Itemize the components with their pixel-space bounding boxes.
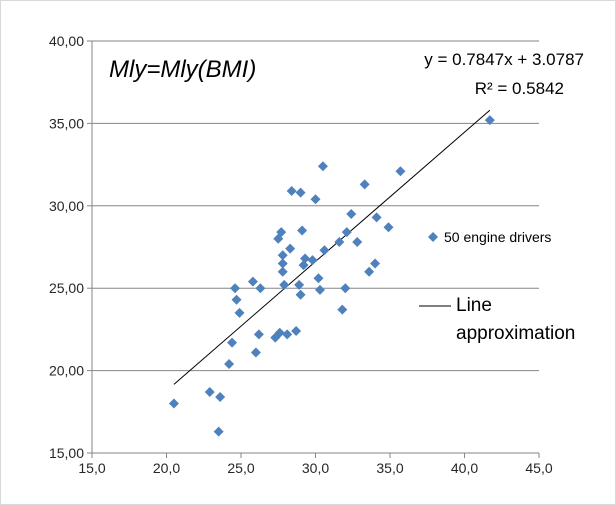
data-point: [285, 243, 296, 254]
grid-lines: [92, 40, 539, 372]
x-tick-label: 35,0: [376, 460, 403, 476]
data-point: [276, 227, 287, 238]
trendline: [173, 109, 491, 385]
data-point: [253, 329, 264, 340]
data-point: [395, 166, 406, 177]
data-point: [307, 255, 318, 266]
data-point: [279, 279, 290, 290]
data-point: [227, 337, 238, 348]
data-point: [371, 212, 382, 223]
y-tick-label: 30,00: [49, 198, 84, 214]
r-squared-label: R² = 0.5842: [475, 79, 564, 98]
data-point: [359, 179, 370, 190]
data-point: [282, 329, 293, 340]
data-point: [274, 327, 285, 338]
x-tick-label: 25,0: [227, 460, 254, 476]
legend-marker-diamond-icon: [428, 232, 438, 242]
data-point: [213, 426, 224, 437]
y-tick-label: 15,00: [49, 445, 84, 461]
x-tick-label: 45,0: [525, 460, 552, 476]
data-point: [370, 258, 381, 269]
y-tick-label: 20,00: [49, 363, 84, 379]
data-point: [346, 209, 357, 220]
data-point: [231, 294, 242, 305]
data-point: [277, 266, 288, 277]
y-tick-label: 40,00: [49, 33, 84, 49]
data-point: [310, 194, 321, 205]
y-tick-label: 25,00: [49, 280, 84, 296]
data-point: [300, 253, 311, 264]
data-point: [277, 258, 288, 269]
data-point: [484, 115, 495, 126]
legend-label-line-1: Line: [456, 295, 492, 316]
data-point: [250, 347, 261, 358]
data-point: [291, 326, 302, 337]
data-point: [204, 387, 215, 398]
x-tick-label: 40,0: [451, 460, 478, 476]
trendline-line: [173, 109, 491, 385]
data-point: [230, 283, 241, 294]
data-point: [341, 227, 352, 238]
data-point: [247, 276, 258, 287]
legend-label-line-2: approximation: [456, 323, 575, 344]
data-point: [168, 398, 179, 409]
trendline-equation: y = 0.7847x + 3.0787: [424, 50, 584, 69]
x-tick-label: 20,0: [153, 460, 180, 476]
data-point: [277, 250, 288, 261]
y-tick-label: 35,00: [49, 115, 84, 131]
axes: [87, 40, 540, 458]
data-point: [286, 185, 297, 196]
data-point: [383, 222, 394, 233]
tick-labels: 15,00 20,00 25,00 30,00 35,00 40,00 15,0 20,0 25…: [49, 33, 553, 476]
data-point: [298, 260, 309, 271]
data-points: [168, 115, 495, 437]
chart-title: Mly=Mly(BMI): [109, 56, 256, 83]
data-point: [294, 279, 305, 290]
data-point: [364, 266, 375, 277]
legend-label-series: 50 engine drivers: [444, 229, 551, 245]
data-point: [334, 237, 345, 248]
data-point: [313, 273, 324, 284]
data-point: [297, 225, 308, 236]
legend: 50 engine drivers Line approximation: [419, 229, 575, 344]
x-tick-label: 30,0: [302, 460, 329, 476]
data-point: [352, 237, 363, 248]
data-point: [340, 283, 351, 294]
x-tick-label: 15,0: [78, 460, 105, 476]
data-point: [295, 289, 306, 300]
data-point: [319, 245, 330, 256]
data-point: [295, 187, 306, 198]
data-point: [224, 359, 235, 370]
data-point: [314, 284, 325, 295]
data-point: [255, 283, 266, 294]
data-point: [215, 391, 226, 402]
data-point: [317, 161, 328, 172]
data-point: [234, 307, 245, 318]
data-point: [337, 304, 348, 315]
